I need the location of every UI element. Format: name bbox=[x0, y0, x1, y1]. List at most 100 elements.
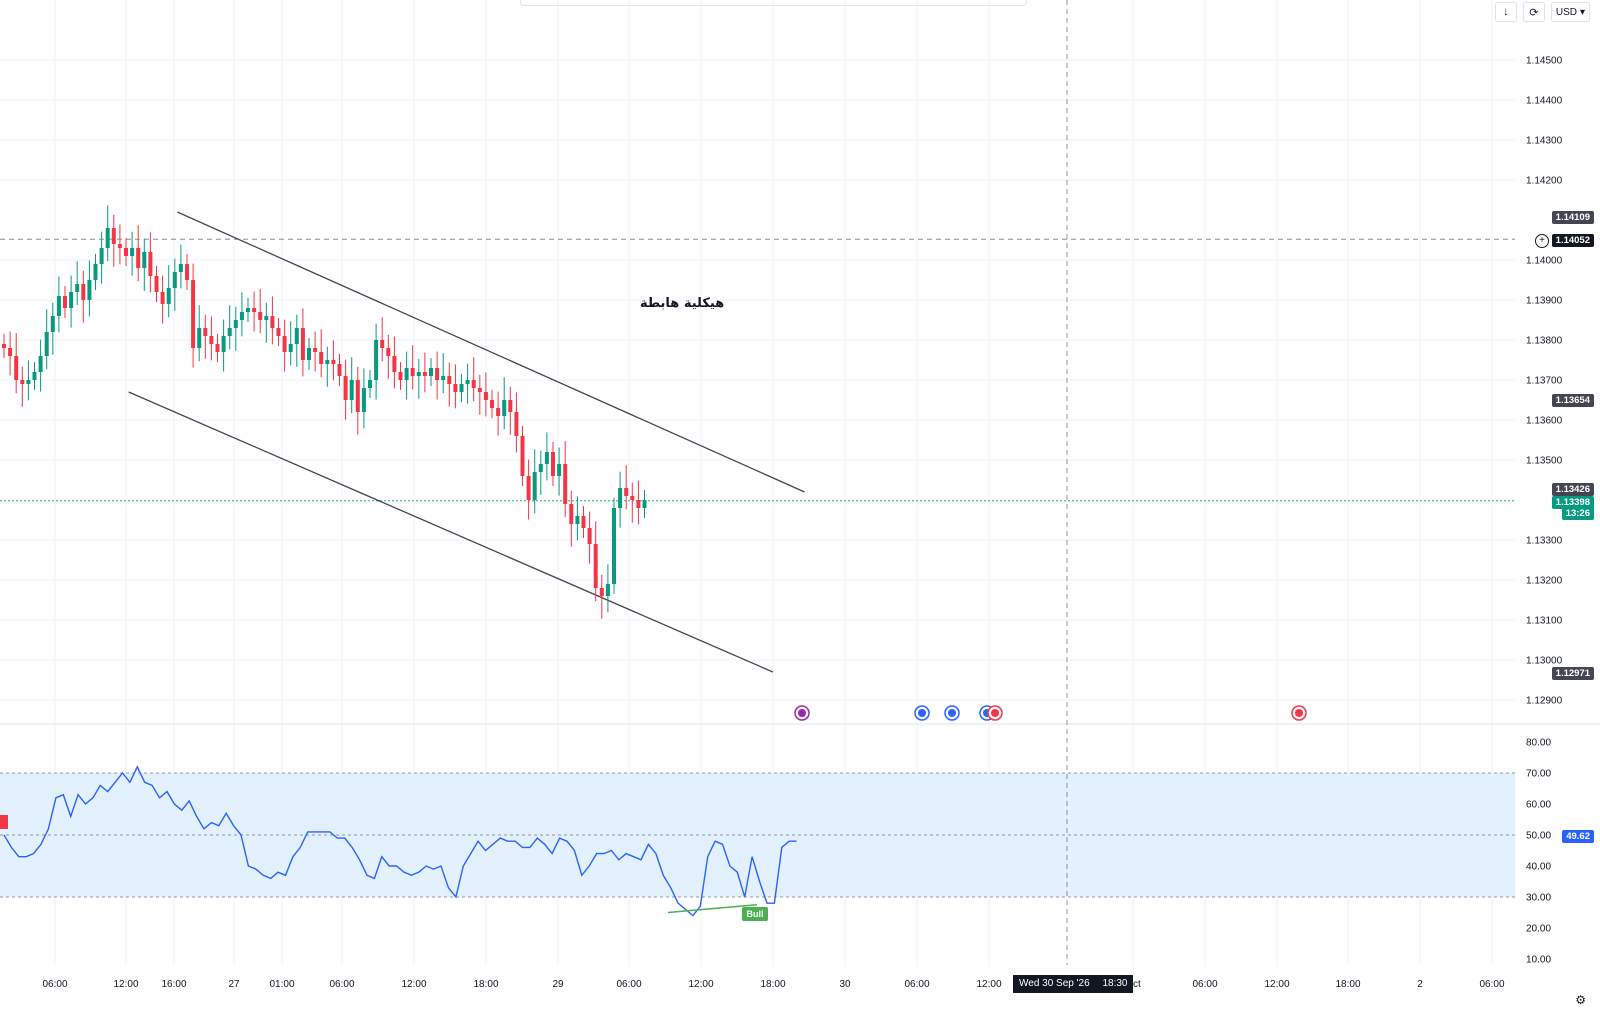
candle bbox=[203, 314, 208, 359]
candle-body bbox=[117, 244, 122, 248]
candle bbox=[587, 511, 592, 564]
candle-body bbox=[87, 280, 92, 300]
candle-body bbox=[124, 248, 128, 256]
candle-body bbox=[325, 360, 330, 364]
candle-body bbox=[587, 528, 592, 544]
price-tick-label: 1.13700 bbox=[1526, 376, 1563, 387]
candle bbox=[374, 323, 379, 400]
candle bbox=[368, 370, 372, 398]
candle-body bbox=[575, 516, 580, 524]
rsi-axis: 80.00 70.00 60.00 50.00 40.00 30.00 20.00 10.00 bbox=[1526, 738, 1551, 966]
currency-selector[interactable]: USD ▾ bbox=[1550, 2, 1590, 22]
candle-body bbox=[422, 372, 427, 376]
candle-body bbox=[361, 388, 366, 412]
candle bbox=[441, 353, 446, 394]
rsi-band bbox=[0, 772, 1515, 898]
candle bbox=[325, 346, 330, 387]
price-tick-label: 1.14500 bbox=[1526, 56, 1563, 67]
crosshair-lines bbox=[0, 0, 1515, 965]
price-badge-mid: 1.13654 bbox=[1551, 394, 1594, 407]
candle bbox=[563, 441, 568, 518]
candle-body bbox=[459, 384, 464, 392]
candle-body bbox=[514, 412, 519, 436]
candle-body bbox=[288, 344, 293, 352]
candle bbox=[496, 391, 501, 436]
gear-icon[interactable]: ⚙ bbox=[1575, 993, 1586, 1007]
candle-body bbox=[319, 352, 324, 364]
candle-body bbox=[2, 344, 6, 348]
candle bbox=[294, 314, 299, 367]
us-flag-icon-dot bbox=[991, 709, 999, 717]
candle bbox=[361, 368, 366, 429]
candle bbox=[215, 334, 220, 362]
chevron-down-icon: ▾ bbox=[1579, 6, 1585, 18]
candle-body bbox=[502, 400, 507, 416]
currency-label: USD bbox=[1555, 6, 1577, 18]
candle bbox=[56, 276, 61, 333]
candle bbox=[276, 318, 281, 346]
candle-body bbox=[50, 316, 55, 332]
time-tick-label: 30 bbox=[839, 979, 851, 990]
candle-body bbox=[337, 364, 342, 376]
download-icon[interactable]: ↓ bbox=[1494, 2, 1517, 22]
candle bbox=[160, 275, 165, 324]
candle bbox=[636, 480, 641, 525]
candle bbox=[630, 482, 635, 523]
candle bbox=[185, 254, 189, 290]
candle bbox=[502, 377, 507, 430]
sync-icon[interactable]: ⟳ bbox=[1522, 2, 1545, 22]
candle bbox=[343, 359, 348, 420]
candle-body bbox=[227, 328, 232, 336]
candle bbox=[624, 465, 629, 510]
candle-body bbox=[300, 328, 305, 360]
price-tick-label: 1.12900 bbox=[1526, 696, 1563, 707]
price-tick-label: 1.13000 bbox=[1526, 656, 1563, 667]
candle-body bbox=[538, 464, 543, 472]
crosshair-date: Wed 30 Sep '26 bbox=[1019, 978, 1090, 989]
candle bbox=[435, 351, 440, 400]
rsi-value-badge: 49.62 bbox=[1562, 830, 1594, 843]
candle bbox=[38, 339, 43, 392]
candle-body bbox=[105, 228, 110, 248]
candle-body bbox=[38, 356, 43, 372]
candle-body bbox=[429, 368, 433, 376]
candle-body bbox=[526, 476, 531, 500]
time-tick-label: 16:00 bbox=[161, 979, 186, 990]
candle bbox=[471, 357, 476, 402]
candle bbox=[477, 374, 482, 415]
candle bbox=[124, 238, 128, 266]
candle-body bbox=[111, 228, 116, 244]
crosshair-plus-icon[interactable]: + bbox=[1535, 234, 1549, 248]
trend-channel bbox=[128, 211, 805, 673]
us-flag-icon-dot bbox=[1295, 709, 1303, 717]
candle-body bbox=[130, 248, 135, 256]
time-tick-label: 06:00 bbox=[1479, 979, 1504, 990]
candle bbox=[20, 366, 25, 407]
price-tick-label: 1.13900 bbox=[1526, 296, 1563, 307]
candle bbox=[642, 490, 647, 518]
time-tick-label: 06:00 bbox=[42, 979, 67, 990]
candle bbox=[551, 442, 555, 486]
toolbar: ↓ ⟳ USD ▾ bbox=[1494, 0, 1600, 24]
time-tick-label: 06:00 bbox=[904, 979, 929, 990]
structure-annotation: هيكلية هابطة bbox=[640, 296, 725, 311]
candle-body bbox=[618, 488, 623, 508]
candle bbox=[349, 357, 354, 414]
candle-body bbox=[642, 500, 647, 508]
price-badge-high: 1.14109 bbox=[1551, 211, 1594, 224]
candle bbox=[142, 238, 147, 291]
time-tick-label: 18:00 bbox=[473, 979, 498, 990]
candle-body bbox=[221, 336, 226, 352]
candle-body bbox=[447, 376, 452, 384]
candle bbox=[50, 302, 55, 355]
candle-body bbox=[599, 588, 604, 596]
candle bbox=[172, 258, 177, 311]
candle bbox=[270, 296, 275, 345]
candle-body bbox=[154, 276, 159, 292]
candle bbox=[313, 331, 318, 372]
candle-body bbox=[203, 328, 208, 336]
candle-body bbox=[239, 312, 244, 320]
candle bbox=[599, 574, 604, 619]
candle-body bbox=[26, 380, 31, 384]
